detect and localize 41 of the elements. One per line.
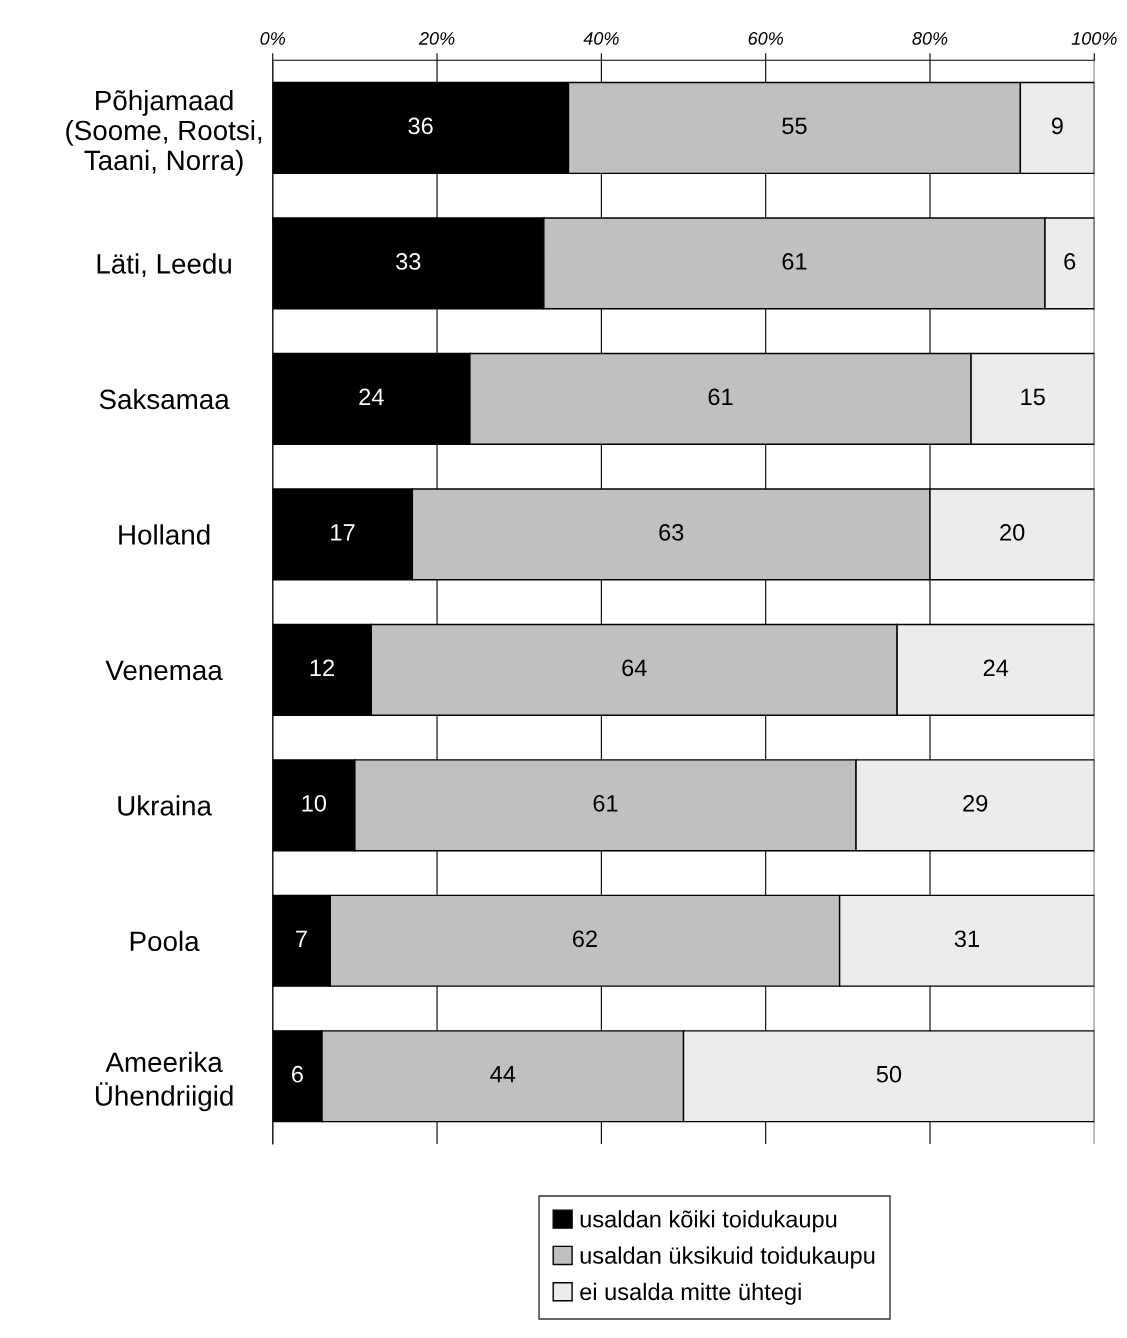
data-label: 61 (708, 388, 733, 406)
legend-label: usaldan üksikuid toidukaupu (580, 1246, 875, 1269)
x-tick-label: 0% (260, 32, 286, 45)
data-label: 17 (331, 524, 355, 541)
data-label: 12 (310, 659, 334, 676)
data-label: 61 (593, 794, 618, 812)
data-label: 15 (1021, 388, 1045, 406)
x-tick-label: 40% (583, 32, 619, 45)
data-label: 9 (1051, 117, 1063, 135)
x-tick-label: 100% (1071, 32, 1117, 45)
data-label: 61 (782, 253, 807, 270)
data-label: 63 (659, 523, 684, 541)
legend-label: usaldan kõiki toidukaupu (580, 1210, 837, 1233)
data-label: 55 (782, 117, 807, 135)
x-tick-label: 60% (748, 32, 783, 45)
data-label: 29 (963, 794, 988, 812)
data-label: 20 (1000, 523, 1025, 541)
x-tick-label: 80% (912, 32, 948, 45)
y-tick-label: Ukraina (118, 795, 212, 816)
data-label: 7 (296, 930, 307, 947)
data-label: 31 (954, 930, 979, 948)
data-label: 10 (302, 794, 327, 812)
data-label: 24 (359, 388, 384, 405)
y-tick-label: Põhjamaad (Soome, Rootsi, Taani, Norra) (66, 89, 262, 176)
data-label: 6 (1064, 253, 1076, 270)
data-label: 44 (490, 1066, 516, 1083)
data-label: 36 (408, 117, 433, 135)
data-label: 33 (396, 253, 421, 270)
y-tick-label: Saksamaa (99, 388, 230, 410)
y-tick-label: Poola (130, 930, 200, 952)
x-tick-label: 20% (418, 32, 455, 45)
y-tick-label: Venemaa (105, 660, 223, 681)
data-label: 50 (876, 1065, 902, 1083)
y-tick-label: Holland (119, 524, 210, 545)
data-label: 6 (292, 1065, 303, 1083)
y-tick-label: Läti, Leedu (97, 253, 231, 278)
y-tick-label: Ameerika Ühendriigid (95, 1051, 233, 1112)
legend-label: ei usalda mitte ühtegi (580, 1282, 801, 1305)
data-label: 62 (573, 930, 597, 948)
data-label: 24 (983, 659, 1009, 676)
data-label: 64 (622, 659, 647, 677)
